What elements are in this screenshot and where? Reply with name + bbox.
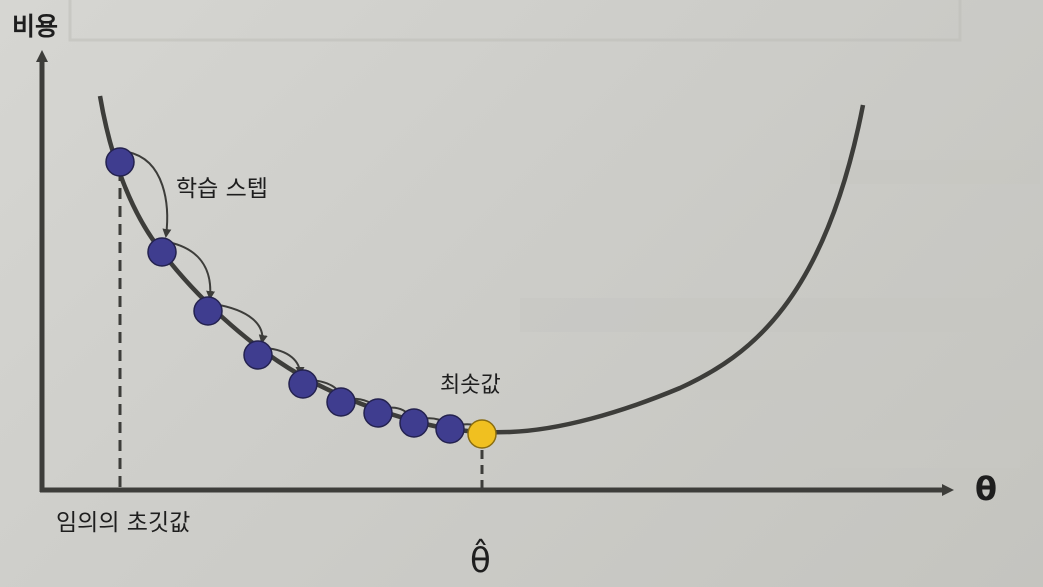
background-ghost-text <box>68 0 1040 468</box>
step-point <box>243 340 273 370</box>
step-arrow-3 <box>213 303 268 344</box>
step-points <box>105 147 465 444</box>
step-point <box>363 398 393 428</box>
minimum-point <box>467 419 497 449</box>
step-arrow-2 <box>167 241 216 300</box>
optimum-label: θ̂ <box>470 539 491 581</box>
initial-value-label: 임의의 초깃값 <box>56 510 190 536</box>
step-point <box>399 408 429 438</box>
step-point <box>435 414 465 444</box>
step-point <box>193 296 223 326</box>
step-point <box>105 147 135 177</box>
minimum-label: 최솟값 <box>440 373 501 398</box>
step-point <box>326 387 356 417</box>
x-axis-label: θ <box>975 470 997 508</box>
step-arrow-1 <box>127 151 172 238</box>
step-label: 학습 스텝 <box>176 176 268 202</box>
y-axis-label: 비용 <box>12 12 58 41</box>
step-point <box>288 369 318 399</box>
step-point <box>147 237 177 267</box>
